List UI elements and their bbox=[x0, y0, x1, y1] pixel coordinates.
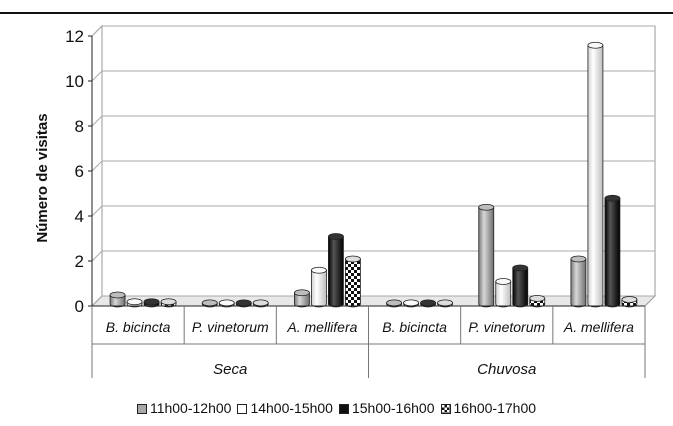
x-category-label: B. bicincta bbox=[106, 319, 171, 335]
y-tick-label: 4 bbox=[75, 207, 84, 226]
gridline bbox=[91, 70, 655, 82]
legend-swatch bbox=[237, 404, 248, 414]
x-category-label: B. bicincta bbox=[382, 319, 447, 335]
y-tick-label: 8 bbox=[75, 117, 84, 136]
bar bbox=[495, 278, 512, 308]
x-axis: B. bicincta P. vinetorum A. mellifera Seca B… bbox=[91, 305, 646, 378]
bar-top bbox=[621, 296, 638, 303]
bar-top bbox=[495, 278, 512, 285]
bar-top bbox=[570, 255, 587, 263]
bar-body bbox=[512, 267, 529, 308]
x-category-label: A. mellifera bbox=[563, 319, 634, 335]
bar-top bbox=[143, 298, 160, 306]
bar-top bbox=[328, 233, 344, 240]
plot-area bbox=[90, 24, 657, 308]
gridline bbox=[91, 160, 655, 172]
bar-top bbox=[604, 194, 621, 202]
bar bbox=[328, 233, 344, 308]
gridline bbox=[91, 25, 655, 37]
bar bbox=[604, 194, 621, 308]
bar bbox=[478, 203, 495, 308]
bar-top bbox=[109, 291, 126, 299]
legend-label: 15h00-16h00 bbox=[351, 400, 435, 416]
bar-top bbox=[294, 289, 310, 297]
y-tick-label: 6 bbox=[75, 162, 84, 181]
gridline bbox=[91, 115, 655, 127]
legend-swatch bbox=[440, 404, 451, 414]
bar bbox=[345, 255, 361, 308]
bar-top bbox=[235, 299, 252, 307]
legend-item: 14h00-15h00 bbox=[237, 400, 333, 416]
gridline bbox=[91, 295, 655, 307]
gridline bbox=[91, 205, 655, 217]
bar-top bbox=[386, 299, 402, 307]
legend-label: 16h00-17h00 bbox=[453, 400, 537, 416]
x-category-label: P. vinetorum bbox=[468, 319, 545, 335]
bar-top bbox=[218, 299, 235, 307]
legend-item: 15h00-16h00 bbox=[338, 400, 435, 416]
bar-body bbox=[604, 197, 621, 308]
y-tick-label: 12 bbox=[65, 27, 84, 46]
bar bbox=[311, 266, 327, 308]
bar bbox=[109, 291, 126, 308]
y-tick-label: 2 bbox=[75, 252, 84, 271]
bar bbox=[294, 289, 310, 308]
y-axis-label: Número de visitas bbox=[34, 113, 51, 242]
bar-body bbox=[345, 258, 361, 308]
bar bbox=[621, 296, 638, 308]
bar bbox=[529, 294, 546, 308]
y-tick-label: 10 bbox=[65, 72, 84, 91]
bar-top bbox=[587, 41, 604, 49]
bar bbox=[512, 264, 529, 308]
bar-body bbox=[328, 236, 344, 308]
x-group-label: Seca bbox=[213, 361, 247, 378]
y-tick-label: 0 bbox=[75, 297, 84, 316]
bar-top bbox=[345, 255, 361, 263]
legend: 11h00-12h00 14h00-15h00 15h00-16h00 16h00-1… bbox=[0, 400, 673, 416]
bar-body bbox=[478, 206, 495, 308]
bar-top bbox=[437, 299, 453, 307]
bar-body bbox=[570, 258, 587, 308]
bar-top bbox=[160, 298, 177, 306]
legend-swatch bbox=[136, 404, 147, 414]
bar-top bbox=[478, 203, 495, 211]
bar-body bbox=[587, 44, 604, 308]
bar-body bbox=[311, 269, 327, 308]
legend-label: 14h00-15h00 bbox=[250, 400, 333, 416]
legend-label: 11h00-12h00 bbox=[149, 400, 232, 416]
x-group-label: Chuvosa bbox=[477, 361, 536, 378]
gridline bbox=[91, 250, 655, 262]
bar-top bbox=[201, 299, 218, 307]
bar-body bbox=[495, 281, 512, 308]
bar bbox=[587, 41, 604, 308]
bars bbox=[109, 41, 638, 308]
legend-swatch bbox=[338, 404, 349, 414]
legend-item: 16h00-17h00 bbox=[440, 400, 537, 416]
bar-top bbox=[311, 266, 327, 274]
bar-top bbox=[403, 299, 419, 307]
legend-item: 11h00-12h00 bbox=[136, 400, 232, 416]
bar-top bbox=[529, 294, 546, 302]
bar-top bbox=[126, 298, 143, 306]
x-category-label: A. mellifera bbox=[286, 319, 357, 335]
bar-top bbox=[512, 264, 529, 272]
bar-top bbox=[420, 299, 436, 307]
x-category-label: P. vinetorum bbox=[192, 319, 269, 335]
bar-body bbox=[294, 292, 310, 308]
bar-top bbox=[252, 299, 269, 307]
bar bbox=[570, 255, 587, 308]
y-axis: 0 2 4 6 8 10 12 bbox=[65, 27, 93, 316]
